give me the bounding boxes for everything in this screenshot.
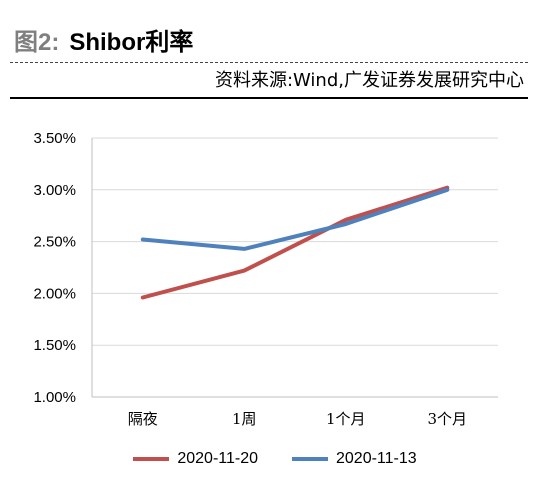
x-tick-label: 隔夜 (128, 410, 158, 428)
gridlines (92, 137, 498, 346)
legend: 2020-11-20 2020-11-13 (0, 450, 550, 468)
source-note: 资料来源:Wind,广发证券发展研究中心 (214, 70, 524, 91)
solid-divider (10, 97, 528, 99)
figure-title: 图2: Shibor利率 (14, 22, 193, 57)
y-tick-label: 1.00% (33, 389, 76, 406)
series-line-0 (140, 185, 450, 300)
y-tick-label: 2.50% (33, 234, 76, 251)
dashed-divider (10, 62, 528, 63)
legend-item-1: 2020-11-13 (292, 450, 417, 468)
legend-label: 2020-11-13 (336, 450, 417, 467)
legend-swatch (133, 457, 170, 461)
figure-name: Shibor利率 (69, 29, 194, 56)
legend-label: 2020-11-20 (177, 450, 258, 467)
legend-item-0: 2020-11-20 (133, 450, 258, 468)
legend-swatch (292, 457, 328, 461)
series-lines (140, 185, 450, 300)
x-tick-labels: 隔夜 1周 1个月 3个月 (128, 410, 467, 428)
y-tick-label: 3.00% (33, 182, 76, 199)
y-tick-label: 3.50% (33, 130, 76, 147)
y-tick-labels: 1.00% 1.50% 2.00% 2.50% 3.00% 3.50% (33, 130, 76, 406)
x-tick-label: 1个月 (326, 410, 366, 428)
x-tick-label: 1周 (232, 410, 257, 428)
axes (91, 138, 498, 398)
y-tick-label: 1.50% (33, 337, 76, 354)
figure-label: 图2: (14, 29, 60, 56)
y-tick-label: 2.00% (33, 285, 76, 302)
series-line-1 (140, 187, 450, 251)
x-tick-label: 3个月 (427, 410, 467, 428)
